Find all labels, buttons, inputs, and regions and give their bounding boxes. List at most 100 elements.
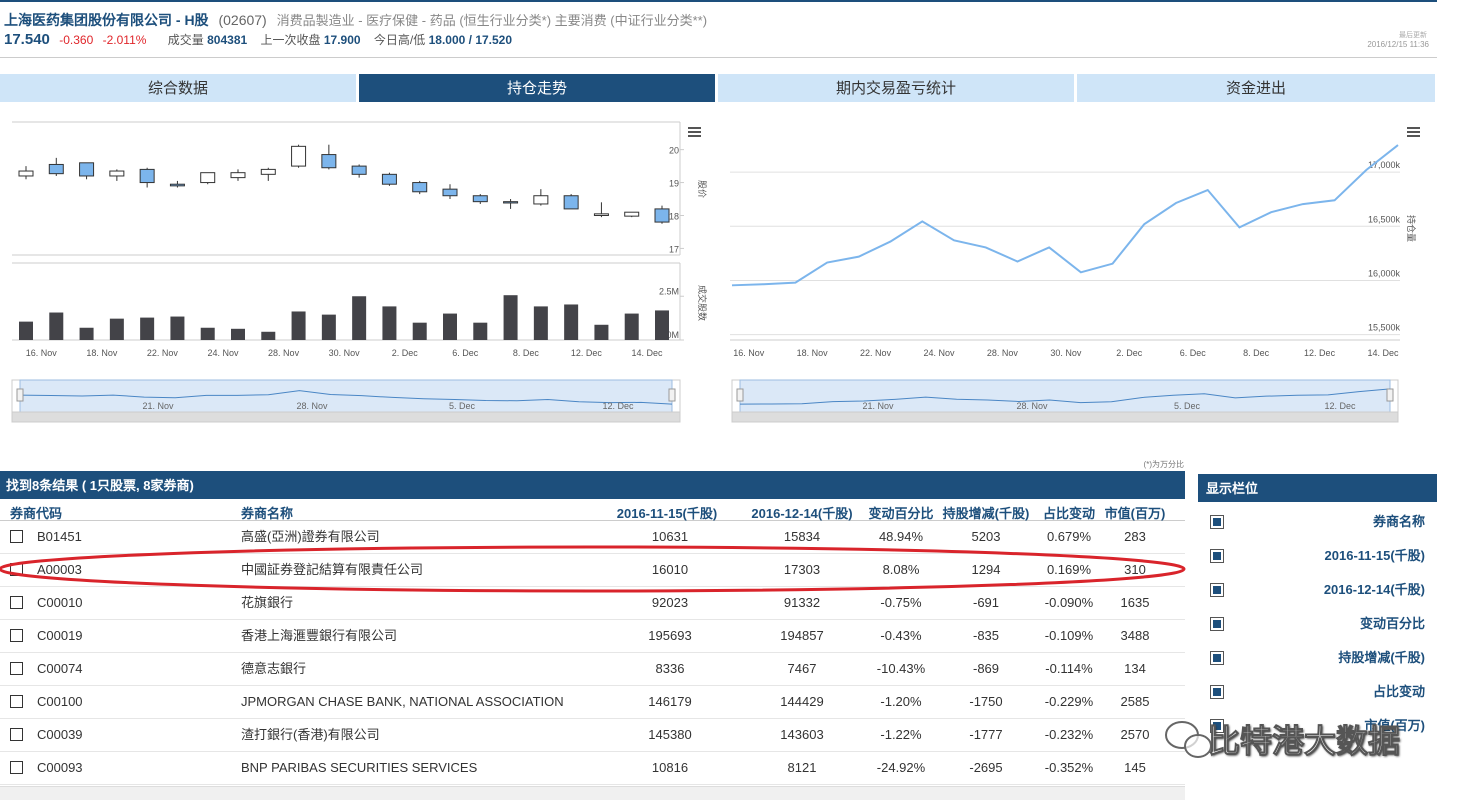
table-cell: -0.090%: [1044, 595, 1094, 610]
side-title: 显示栏位: [1206, 481, 1259, 496]
side-item[interactable]: 2016-12-14(千股): [1198, 575, 1437, 609]
side-label: 市值(百万): [1364, 718, 1425, 733]
table-cell: -869: [972, 661, 1000, 676]
menu-icon[interactable]: [688, 127, 701, 137]
checkbox-mark: [1213, 654, 1221, 662]
side-checkbox[interactable]: [1210, 515, 1224, 529]
prev-close: 17.900: [323, 33, 361, 47]
table-cell: 1635: [1120, 595, 1150, 610]
x-tick-label: 6. Dec: [452, 348, 479, 358]
row-checkbox[interactable]: [10, 563, 23, 576]
x-tick-label: 28. Nov: [268, 348, 300, 358]
side-checkbox[interactable]: [1210, 549, 1224, 563]
table-cell: -0.232%: [1044, 727, 1094, 742]
x-tick-label: 8. Dec: [1243, 348, 1270, 358]
tab[interactable]: 资金进出: [1077, 74, 1435, 102]
side-checkbox[interactable]: [1210, 719, 1224, 733]
candle-body: [169, 183, 185, 187]
table-cell: 144429: [780, 694, 824, 709]
row-checkbox[interactable]: [10, 629, 23, 642]
column-title: 券商代码: [10, 506, 63, 521]
table-cell: 10631: [651, 529, 689, 544]
tab[interactable]: 综合数据: [0, 74, 356, 102]
table-row: B01451 高盛(亞洲)證券有限公司 10631 15834 48.94% 5203 0.…: [0, 520, 1185, 554]
candle-body: [18, 170, 34, 177]
menu-icon[interactable]: [1407, 127, 1420, 137]
y-tick-label: 18: [669, 211, 679, 221]
table-cell: 145: [1124, 760, 1146, 775]
side-item[interactable]: 市值(百万): [1198, 711, 1437, 745]
table-cell: 310: [1124, 562, 1146, 577]
table-row: A00003 中國証券登記結算有限責任公司 16010 17303 8.08% 1294 0…: [0, 553, 1185, 587]
table-cell: 8121: [787, 760, 817, 775]
table-cell: 渣打銀行(香港)有限公司: [241, 727, 380, 742]
table-row: C00010 花旗銀行 92023 91332 -0.75% -691 -0.090% 163…: [0, 586, 1185, 620]
y-axis-title: 股价: [697, 180, 707, 198]
stock-code: (02607): [218, 12, 267, 28]
candle-body: [48, 163, 64, 175]
table-cell: C00074: [37, 661, 83, 676]
navigator-selection: [739, 379, 1391, 413]
navigator-scrollbar: [731, 411, 1399, 423]
table-cell: -0.109%: [1044, 628, 1094, 643]
x-tick-label: 2. Dec: [392, 348, 419, 358]
row-checkbox[interactable]: [10, 530, 23, 543]
volume-bar: [443, 313, 457, 340]
candle-body: [79, 162, 95, 177]
side-item[interactable]: 变动百分比: [1198, 609, 1437, 643]
side-checkbox[interactable]: [1210, 583, 1224, 597]
volume-bar: [170, 316, 185, 340]
column-title: 占比变动: [1042, 506, 1095, 521]
table-cell: 194857: [780, 628, 824, 643]
row-checkbox[interactable]: [10, 596, 23, 609]
table-cell: -2695: [969, 760, 1003, 775]
tab[interactable]: 持仓走势: [359, 74, 715, 102]
table-cell: C00100: [37, 694, 83, 709]
volume-bar: [624, 313, 639, 340]
wechat-icon: [1165, 721, 1212, 758]
x-tick-label: 16. Nov: [733, 348, 765, 358]
scrollbar[interactable]: [0, 786, 1185, 800]
table-cell: 香港上海滙豐銀行有限公司: [241, 628, 398, 643]
table-title: 找到8条结果 ( 1只股票, 8家券商): [6, 478, 194, 493]
table-cell: JPMORGAN CHASE BANK, NATIONAL ASSOCIATIO…: [241, 694, 564, 709]
side-item[interactable]: 2016-11-15(千股): [1198, 541, 1437, 575]
stock-title: 上海医药集团股份有限公司 - H股: [4, 12, 209, 28]
column-title: 2016-12-14(千股): [751, 506, 853, 521]
navigator-line: [19, 390, 673, 405]
x-tick-label: 14. Dec: [1367, 348, 1399, 358]
volume-bar: [231, 328, 245, 340]
row-checkbox[interactable]: [10, 662, 23, 675]
row-checkbox[interactable]: [10, 728, 23, 741]
volume-bar: [200, 327, 215, 340]
side-checkbox[interactable]: [1210, 617, 1224, 631]
table-cell: 2585: [1120, 694, 1150, 709]
tab[interactable]: 期内交易盈亏统计: [718, 74, 1074, 102]
volume-bar: [412, 322, 427, 340]
volume-bar: [49, 312, 64, 340]
y-tick-label: 17,000k: [1368, 160, 1401, 170]
table-cell: C00010: [37, 595, 83, 610]
x-tick-label: 18. Nov: [797, 348, 829, 358]
row-checkbox[interactable]: [10, 761, 23, 774]
volume: 804381: [207, 33, 248, 47]
side-checkbox[interactable]: [1210, 651, 1224, 665]
table-cell: 15834: [783, 529, 821, 544]
column-header: 券商代码 券商名称 2016-11-15(千股) 2016-12-14(千股) 变动百分…: [0, 503, 1185, 521]
table-cell: 5203: [971, 529, 1001, 544]
side-item[interactable]: 持股增减(千股): [1198, 643, 1437, 677]
side-label: 券商名称: [1372, 514, 1425, 529]
header-line-1: 上海医药集团股份有限公司 - H股 (02607) 消费品製造业 - 医疗保健 …: [4, 10, 707, 30]
side-item[interactable]: 券商名称: [1198, 507, 1437, 541]
candle-body: [381, 173, 397, 185]
x-tick-label: 28. Nov: [987, 348, 1019, 358]
table-cell: -1750: [969, 694, 1003, 709]
table-row: C00093 BNP PARIBAS SECURITIES SERVICES 108…: [0, 751, 1185, 785]
side-item[interactable]: 占比变动: [1198, 677, 1437, 711]
table-cell: 3488: [1120, 628, 1150, 643]
row-checkbox[interactable]: [10, 695, 23, 708]
y-tick-label: 19: [669, 179, 679, 189]
volume-bar: [655, 310, 669, 340]
side-checkbox[interactable]: [1210, 685, 1224, 699]
navigator-handle: [1386, 388, 1394, 402]
